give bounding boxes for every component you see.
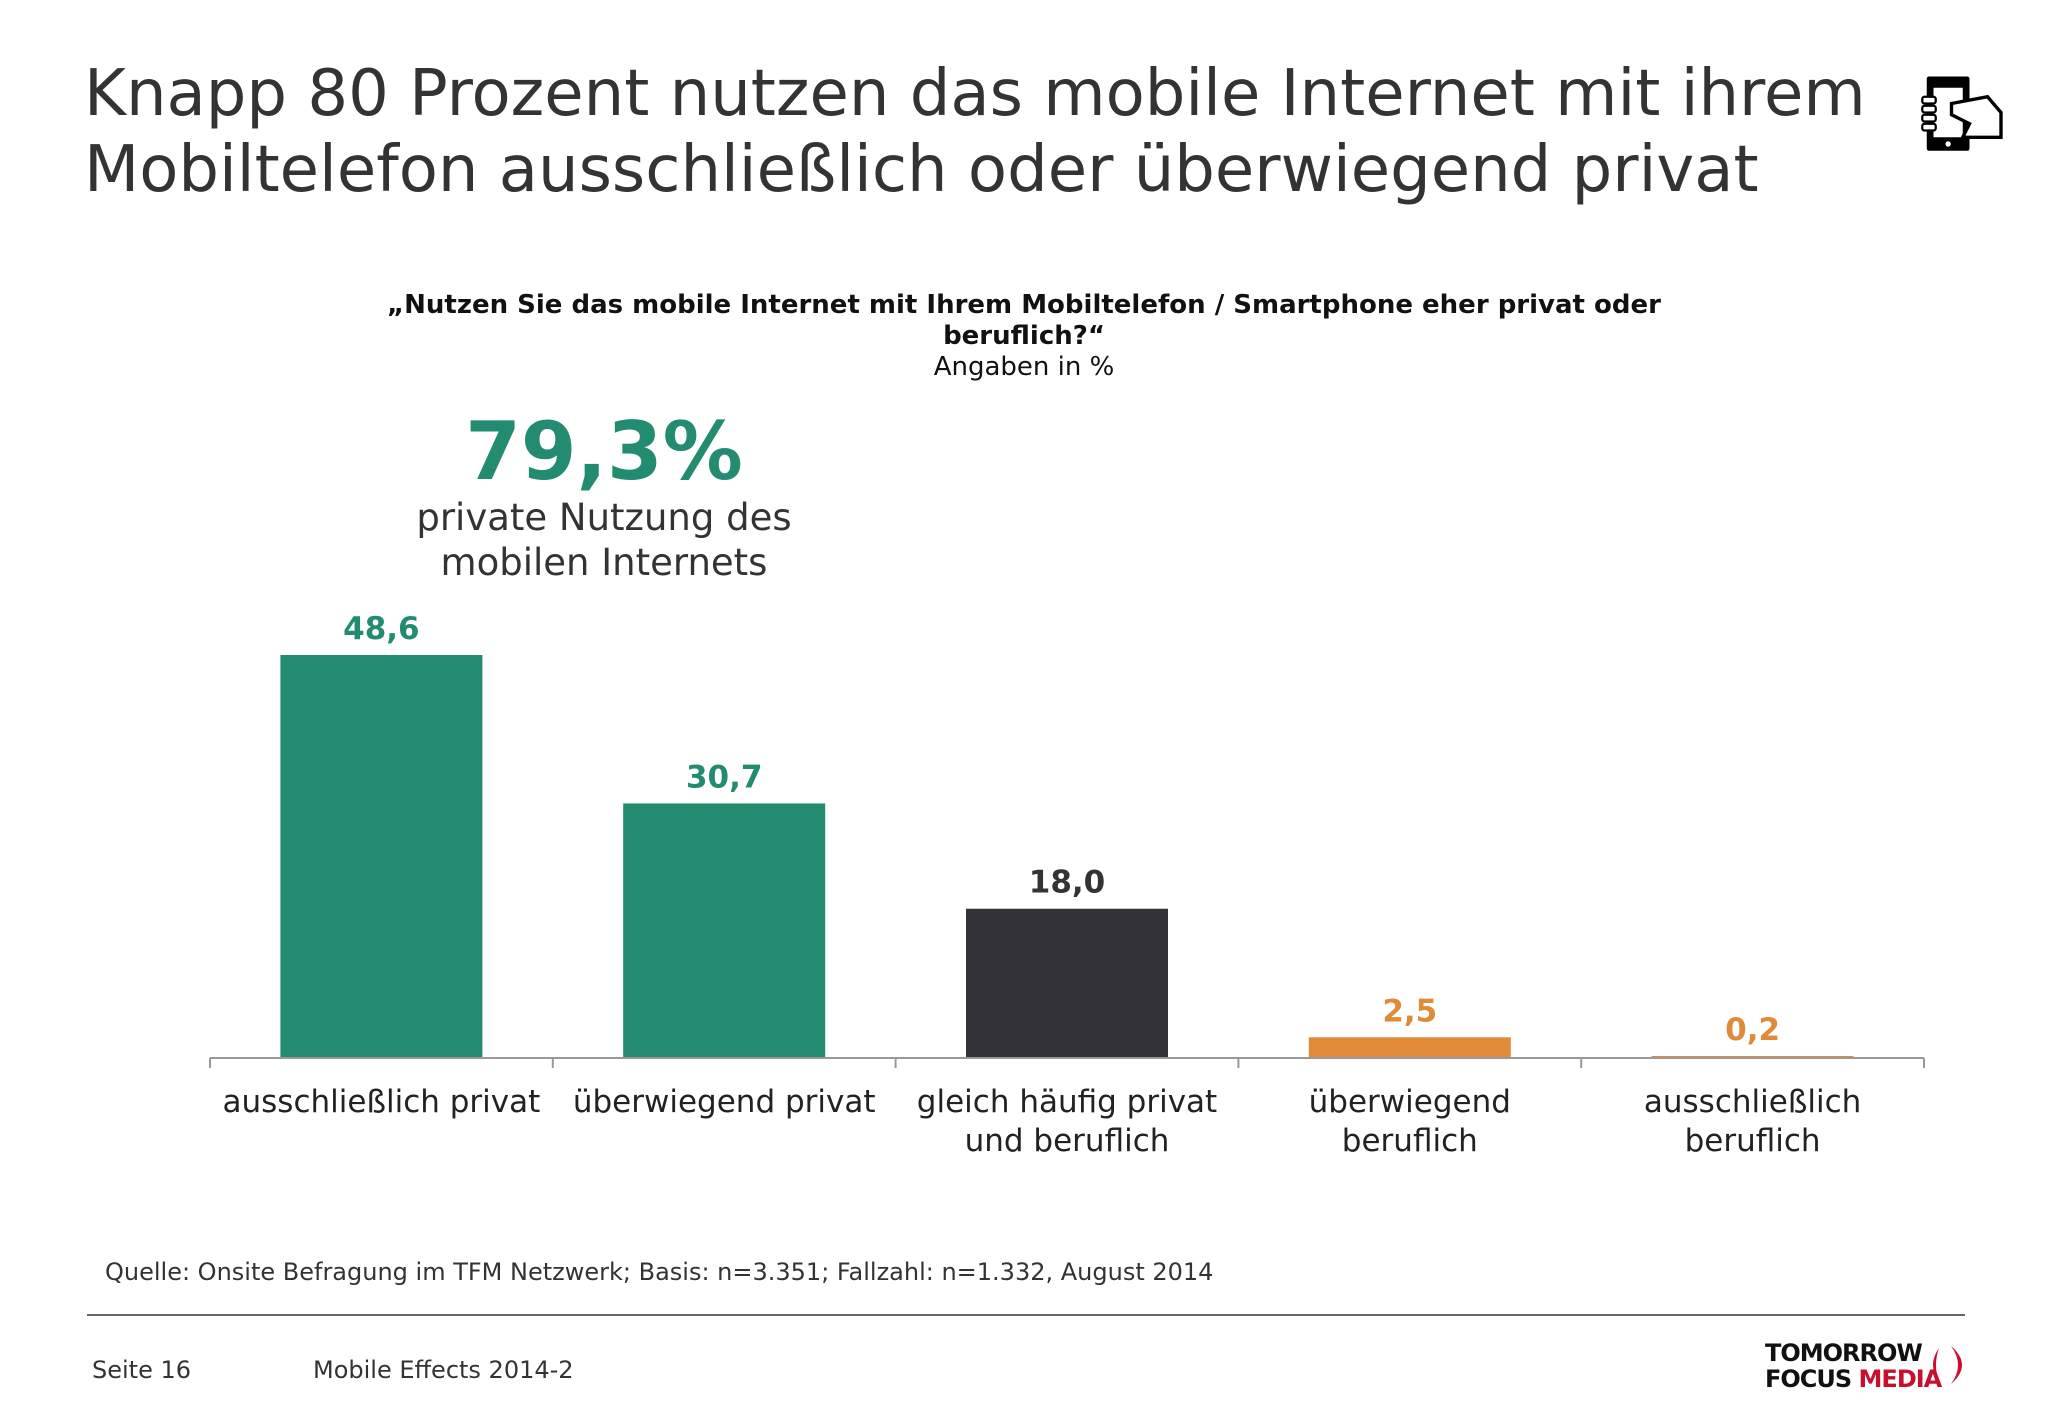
- source-note: Quelle: Onsite Befragung im TFM Netzwerk…: [105, 1258, 1214, 1286]
- page-number: Seite 16: [92, 1356, 192, 1384]
- bar: [966, 908, 1168, 1058]
- category-label: und beruflich: [965, 1123, 1170, 1159]
- highlight-line: private Nutzung des: [416, 496, 792, 539]
- tomorrow-focus-media-logo: TOMORROW FOCUS MEDIA: [1765, 1340, 1962, 1392]
- category-label: ausschließlich privat: [223, 1084, 541, 1120]
- report-name: Mobile Effects 2014-2: [313, 1356, 574, 1384]
- chart-unit: Angaben in %: [933, 352, 1115, 382]
- category-label: gleich häufig privat: [917, 1084, 1217, 1120]
- title-line: Mobiltelefon ausschließlich oder überwie…: [84, 133, 1759, 207]
- data-label: 18,0: [1029, 865, 1106, 901]
- data-label: 2,5: [1382, 993, 1437, 1029]
- category-label: ausschließlich: [1644, 1084, 1861, 1120]
- bar: [1308, 1037, 1511, 1058]
- title-line: Knapp 80 Prozent nutzen das mobile Inter…: [84, 57, 1866, 131]
- slide-title: Knapp 80 Prozent nutzen das mobile Inter…: [84, 56, 1866, 208]
- chart-header: „Nutzen Sie das mobile Internet mit Ihre…: [0, 290, 2048, 383]
- category-label: beruflich: [1685, 1123, 1821, 1159]
- highlight-text: private Nutzung des mobilen Internets: [354, 495, 854, 585]
- data-label: 0,2: [1725, 1012, 1780, 1048]
- category-label: überwiegend privat: [573, 1084, 876, 1120]
- highlight-value: 79,3%: [465, 405, 743, 498]
- bar: [280, 655, 483, 1058]
- chart-question: „Nutzen Sie das mobile Internet mit Ihre…: [387, 290, 1661, 351]
- bar: [623, 803, 826, 1058]
- category-label: überwiegend: [1309, 1084, 1511, 1120]
- data-label: 48,6: [343, 611, 420, 647]
- footer-divider: [87, 1314, 1965, 1316]
- highlight-line: mobilen Internets: [440, 541, 768, 584]
- data-label: 30,7: [686, 759, 763, 795]
- hand-holding-smartphone-icon: [1921, 76, 2003, 151]
- category-label: beruflich: [1342, 1123, 1478, 1159]
